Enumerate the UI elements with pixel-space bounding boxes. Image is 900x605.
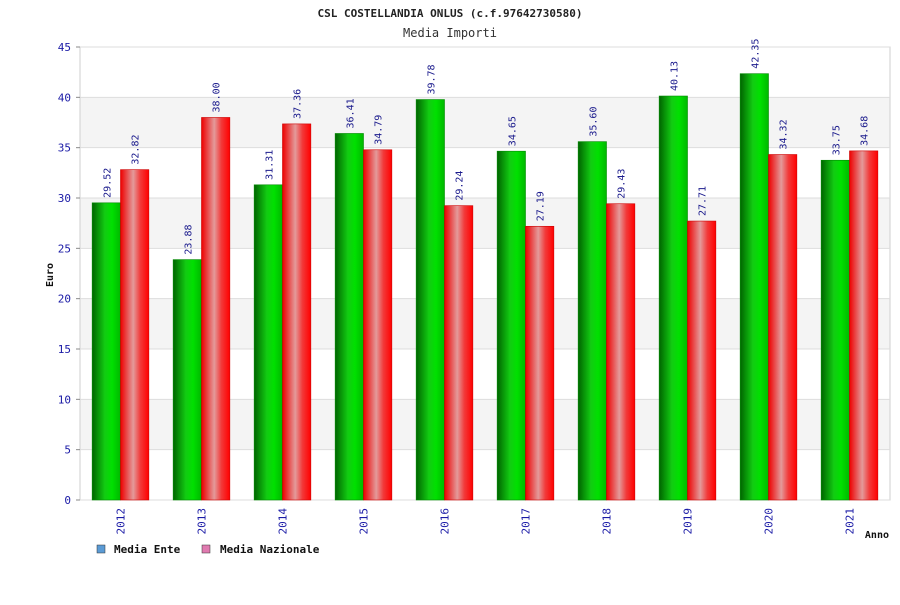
bar-media-nazionale: [120, 169, 150, 501]
bar-media-ente: [496, 150, 526, 501]
bar-media-ente: [91, 202, 121, 501]
data-label-media-ente: 29.52: [102, 168, 113, 198]
data-labels: 29.52 32.82 23.88 38.00 31.31 37.36 36.41 34.79…: [102, 39, 870, 255]
bar-media-ente: [253, 184, 283, 501]
x-tick-label: 2020: [763, 508, 776, 535]
data-label-media-ente: 33.75: [831, 125, 842, 155]
legend-label-media-ente: Media Ente: [114, 543, 181, 556]
legend-label-media-nazionale: Media Nazionale: [220, 543, 320, 556]
x-tick-label: 2012: [115, 508, 128, 535]
y-tick-label: 0: [64, 494, 71, 507]
bar-media-ente: [739, 73, 769, 501]
data-label-media-ente: 34.65: [507, 116, 518, 146]
y-tick-label: 40: [58, 91, 71, 104]
x-tick-label: 2014: [277, 508, 290, 535]
chart-title: CSL COSTELLANDIA ONLUS (c.f.97642730580): [318, 7, 583, 20]
bar-media-ente: [334, 133, 364, 501]
y-tick-label: 45: [58, 41, 71, 54]
x-tick-label: 2021: [844, 508, 857, 535]
bar-media-nazionale: [363, 149, 393, 501]
y-tick-label: 10: [58, 393, 71, 406]
bar-media-nazionale: [201, 117, 231, 501]
y-tick-label: 15: [58, 343, 71, 356]
bar-media-nazionale: [282, 123, 312, 501]
bar-media-nazionale: [525, 225, 555, 501]
x-tick-label: 2013: [196, 508, 209, 535]
bar-media-ente: [577, 141, 607, 501]
y-tick-label: 35: [58, 142, 71, 155]
bar-media-nazionale: [768, 154, 798, 501]
data-label-media-ente: 23.88: [183, 224, 194, 254]
data-label-media-ente: 40.13: [669, 61, 680, 91]
bar-media-nazionale: [444, 205, 474, 501]
bar-media-ente: [658, 95, 688, 501]
y-tick-label: 20: [58, 293, 71, 306]
legend: Media Ente Media Nazionale: [96, 543, 320, 556]
x-tick-label: 2017: [520, 508, 533, 535]
data-label-media-nazionale: 29.43: [617, 169, 628, 199]
y-axis-ticks: 0 5 10 15 20 25 30 35 40 45: [58, 41, 71, 507]
bar-media-nazionale: [606, 203, 636, 501]
data-label-media-nazionale: 27.19: [536, 191, 547, 221]
data-label-media-nazionale: 37.36: [293, 89, 304, 119]
bars: [91, 73, 879, 501]
x-axis-ticks: 2012 2013 2014 2015 2016 2017 2018 2019 2020 2021: [115, 508, 857, 535]
data-label-media-ente: 35.60: [588, 107, 599, 137]
data-label-media-ente: 36.41: [345, 98, 356, 128]
legend-swatch-media-ente: [96, 544, 106, 554]
bar-media-nazionale: [849, 150, 879, 501]
data-label-media-nazionale: 27.71: [698, 186, 709, 216]
legend-swatch-media-nazionale: [201, 544, 211, 554]
y-tick-label: 5: [64, 444, 71, 457]
bar-media-ente: [820, 159, 850, 501]
bar-media-ente: [172, 259, 202, 501]
y-tick-label: 25: [58, 242, 71, 255]
bar-media-nazionale: [687, 220, 717, 501]
y-axis-title: Euro: [45, 263, 56, 287]
chart-subtitle: Media Importi: [403, 26, 497, 40]
x-axis-title: Anno: [865, 530, 889, 541]
data-label-media-nazionale: 34.32: [779, 119, 790, 149]
data-label-media-ente: 31.31: [264, 150, 275, 180]
data-label-media-ente: 39.78: [426, 64, 437, 94]
data-label-media-nazionale: 34.68: [860, 116, 871, 146]
bar-media-ente: [415, 99, 445, 501]
x-tick-label: 2015: [358, 508, 371, 535]
data-label-media-nazionale: 29.24: [455, 171, 466, 201]
x-tick-label: 2018: [601, 508, 614, 535]
x-tick-label: 2019: [682, 508, 695, 535]
y-tick-label: 30: [58, 192, 71, 205]
x-tick-label: 2016: [439, 508, 452, 535]
data-label-media-nazionale: 38.00: [212, 82, 223, 112]
data-label-media-ente: 42.35: [750, 39, 761, 69]
data-label-media-nazionale: 32.82: [131, 135, 142, 165]
data-label-media-nazionale: 34.79: [374, 115, 385, 145]
